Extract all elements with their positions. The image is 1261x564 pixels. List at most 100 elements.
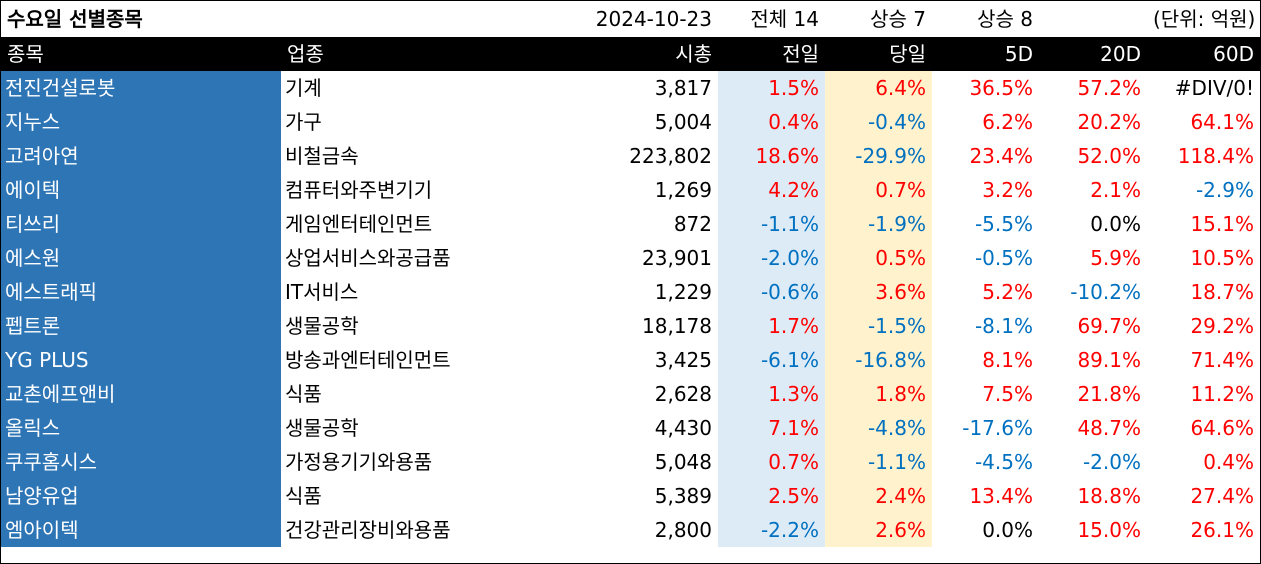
- prev-change-cell[interactable]: -1.1%: [718, 207, 825, 241]
- change-20d-cell[interactable]: 2.1%: [1090, 178, 1141, 202]
- change-5d-cell[interactable]: 13.4%: [969, 484, 1033, 508]
- empty-cell[interactable]: [1039, 1, 1147, 37]
- change-20d-cell[interactable]: 20.2%: [1077, 110, 1141, 134]
- change-60d-cell[interactable]: 27.4%: [1190, 484, 1254, 508]
- date-cell[interactable]: 2024-10-23: [482, 1, 718, 37]
- change-60d-cell[interactable]: 10.5%: [1190, 246, 1254, 270]
- change-60d-cell[interactable]: -2.9%: [1195, 178, 1254, 202]
- change-5d-cell[interactable]: -4.5%: [974, 450, 1033, 474]
- unit-label[interactable]: (단위: 억원): [1147, 1, 1260, 37]
- sector-cell[interactable]: 상업서비스와공급품: [285, 246, 451, 270]
- market-cap-cell[interactable]: 1,269: [654, 178, 712, 202]
- stock-name-cell[interactable]: 에이텍: [1, 173, 281, 207]
- today-change-cell[interactable]: 0.7%: [825, 173, 932, 207]
- change-20d-cell[interactable]: -10.2%: [1070, 280, 1141, 304]
- change-5d-cell[interactable]: 6.2%: [982, 110, 1033, 134]
- change-5d-cell[interactable]: -8.1%: [974, 314, 1033, 338]
- today-change-cell[interactable]: -0.4%: [825, 105, 932, 139]
- today-change-cell[interactable]: -1.5%: [825, 309, 932, 343]
- change-60d-cell[interactable]: 18.7%: [1190, 280, 1254, 304]
- change-5d-cell[interactable]: -5.5%: [974, 212, 1033, 236]
- change-60d-cell[interactable]: 64.6%: [1190, 416, 1254, 440]
- prev-change-cell[interactable]: 0.4%: [718, 105, 825, 139]
- stock-name-cell[interactable]: 쿠쿠홈시스: [1, 445, 281, 479]
- change-20d-cell[interactable]: 18.8%: [1077, 484, 1141, 508]
- header-name[interactable]: 종목: [1, 37, 281, 71]
- market-cap-cell[interactable]: 4,430: [654, 416, 712, 440]
- stock-name-cell[interactable]: 펩트론: [1, 309, 281, 343]
- header-cap[interactable]: 시총: [482, 37, 718, 71]
- sector-cell[interactable]: 방송과엔터테인먼트: [285, 348, 451, 372]
- total-count[interactable]: 전체 14: [718, 1, 825, 37]
- stock-name-cell[interactable]: 고려아연: [1, 139, 281, 173]
- market-cap-cell[interactable]: 5,004: [654, 110, 712, 134]
- change-5d-cell[interactable]: 0.0%: [982, 518, 1033, 542]
- prev-change-cell[interactable]: -2.0%: [718, 241, 825, 275]
- market-cap-cell[interactable]: 23,901: [642, 246, 712, 270]
- change-60d-cell[interactable]: 26.1%: [1190, 518, 1254, 542]
- market-cap-cell[interactable]: 1,229: [654, 280, 712, 304]
- today-change-cell[interactable]: -1.9%: [825, 207, 932, 241]
- header-today[interactable]: 당일: [825, 37, 932, 71]
- sector-cell[interactable]: 식품: [285, 382, 322, 406]
- stock-name-cell[interactable]: 티쓰리: [1, 207, 281, 241]
- prev-change-cell[interactable]: -2.2%: [718, 513, 825, 547]
- market-cap-cell[interactable]: 3,817: [654, 76, 712, 100]
- market-cap-cell[interactable]: 5,048: [654, 450, 712, 474]
- prev-change-cell[interactable]: 1.3%: [718, 377, 825, 411]
- change-20d-cell[interactable]: 5.9%: [1090, 246, 1141, 270]
- market-cap-cell[interactable]: 2,628: [654, 382, 712, 406]
- stock-name-cell[interactable]: 전진건설로봇: [1, 71, 281, 105]
- today-change-cell[interactable]: 1.8%: [825, 377, 932, 411]
- change-60d-cell[interactable]: 64.1%: [1190, 110, 1254, 134]
- stock-name-cell[interactable]: 올릭스: [1, 411, 281, 445]
- header-20d[interactable]: 20D: [1039, 37, 1147, 71]
- prev-change-cell[interactable]: 1.7%: [718, 309, 825, 343]
- today-change-cell[interactable]: -1.1%: [825, 445, 932, 479]
- today-change-cell[interactable]: -29.9%: [825, 139, 932, 173]
- header-prev[interactable]: 전일: [718, 37, 825, 71]
- stock-name-cell[interactable]: 에스트래픽: [1, 275, 281, 309]
- change-20d-cell[interactable]: 52.0%: [1077, 144, 1141, 168]
- market-cap-cell[interactable]: 872: [673, 212, 712, 236]
- change-60d-cell[interactable]: #DIV/0!: [1174, 76, 1254, 100]
- header-60d[interactable]: 60D: [1147, 37, 1260, 71]
- change-20d-cell[interactable]: 0.0%: [1090, 212, 1141, 236]
- market-cap-cell[interactable]: 3,425: [654, 348, 712, 372]
- up-today-count[interactable]: 상승 7: [825, 1, 932, 37]
- change-20d-cell[interactable]: 57.2%: [1077, 76, 1141, 100]
- today-change-cell[interactable]: -4.8%: [825, 411, 932, 445]
- sector-cell[interactable]: 건강관리장비와용품: [285, 518, 451, 542]
- change-5d-cell[interactable]: 5.2%: [982, 280, 1033, 304]
- sector-cell[interactable]: 가정용기기와용품: [285, 450, 433, 474]
- header-5d[interactable]: 5D: [932, 37, 1039, 71]
- prev-change-cell[interactable]: -6.1%: [718, 343, 825, 377]
- header-sector[interactable]: 업종: [281, 37, 482, 71]
- today-change-cell[interactable]: 3.6%: [825, 275, 932, 309]
- change-5d-cell[interactable]: 23.4%: [969, 144, 1033, 168]
- today-change-cell[interactable]: 2.4%: [825, 479, 932, 513]
- sheet-title[interactable]: 수요일 선별종목: [1, 1, 281, 37]
- market-cap-cell[interactable]: 2,800: [654, 518, 712, 542]
- prev-change-cell[interactable]: 7.1%: [718, 411, 825, 445]
- change-20d-cell[interactable]: 48.7%: [1077, 416, 1141, 440]
- stock-name-cell[interactable]: 에스원: [1, 241, 281, 275]
- prev-change-cell[interactable]: 4.2%: [718, 173, 825, 207]
- change-5d-cell[interactable]: -17.6%: [962, 416, 1033, 440]
- change-20d-cell[interactable]: 89.1%: [1077, 348, 1141, 372]
- sector-cell[interactable]: 비철금속: [285, 144, 359, 168]
- stock-name-cell[interactable]: 남양유업: [1, 479, 281, 513]
- change-20d-cell[interactable]: 15.0%: [1077, 518, 1141, 542]
- change-20d-cell[interactable]: 69.7%: [1077, 314, 1141, 338]
- today-change-cell[interactable]: -16.8%: [825, 343, 932, 377]
- market-cap-cell[interactable]: 18,178: [642, 314, 712, 338]
- change-20d-cell[interactable]: 21.8%: [1077, 382, 1141, 406]
- sector-cell[interactable]: 컴퓨터와주변기기: [285, 178, 433, 202]
- prev-change-cell[interactable]: 2.5%: [718, 479, 825, 513]
- sector-cell[interactable]: 게임엔터테인먼트: [285, 212, 433, 236]
- market-cap-cell[interactable]: 223,802: [629, 144, 712, 168]
- today-change-cell[interactable]: 2.6%: [825, 513, 932, 547]
- prev-change-cell[interactable]: -0.6%: [718, 275, 825, 309]
- change-60d-cell[interactable]: 0.4%: [1203, 450, 1254, 474]
- prev-change-cell[interactable]: 1.5%: [718, 71, 825, 105]
